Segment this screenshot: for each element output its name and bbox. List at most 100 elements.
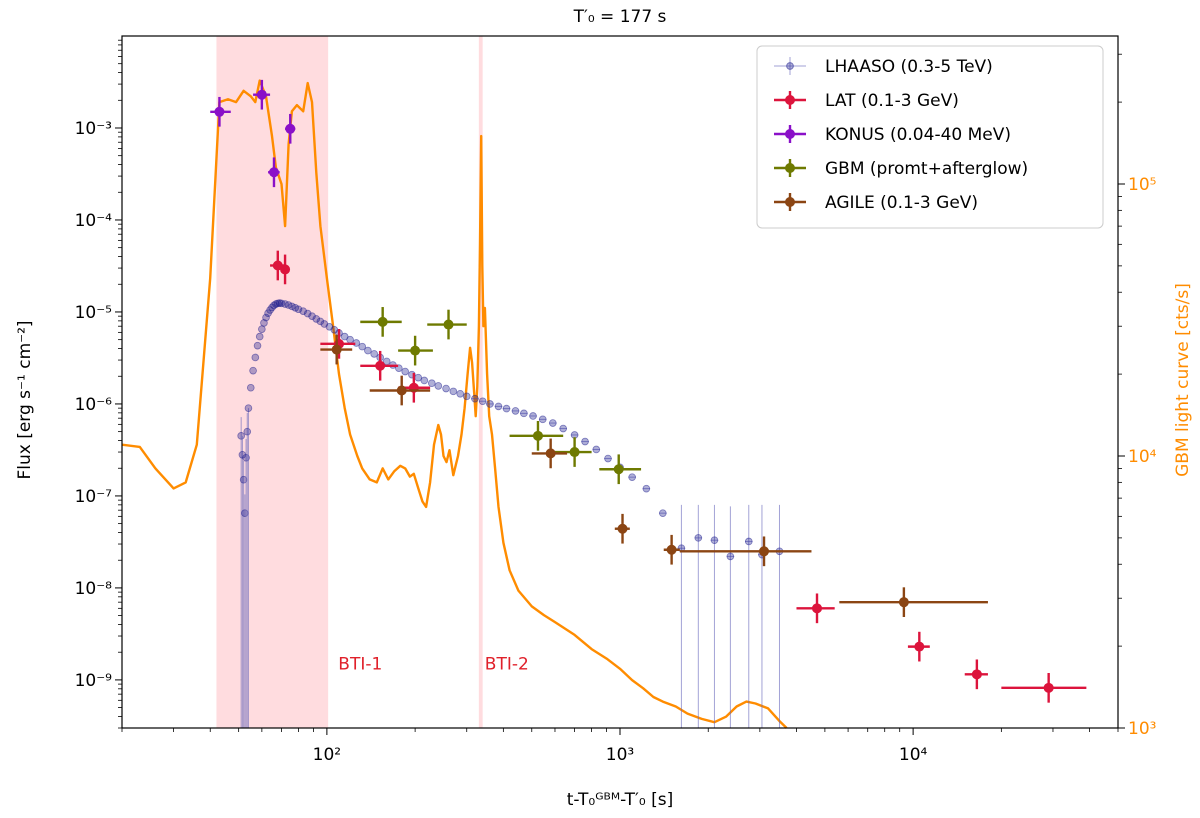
y-tick-label: 10⁻⁸: [75, 579, 113, 599]
chart-title: T′₀ = 177 s: [573, 7, 667, 27]
lhaaso-point: [494, 402, 503, 411]
lhaaso-point: [255, 332, 264, 341]
annotations: BTI-1 BTI-2: [338, 654, 528, 674]
lat-point: [812, 603, 823, 614]
konus-point: [256, 89, 267, 100]
lhaaso-point: [642, 484, 651, 493]
lhaaso-point: [659, 509, 667, 517]
lhaaso-point: [581, 437, 589, 446]
y-tick-label: 10⁻⁵: [75, 303, 112, 323]
lhaaso-point: [449, 387, 458, 396]
lhaaso-point: [511, 407, 520, 415]
y-tick-label: 10⁻⁴: [75, 211, 113, 231]
lhaaso-point: [364, 346, 372, 355]
lhaaso-point: [249, 366, 257, 375]
legend-gbm-marker: [785, 163, 795, 173]
lhaaso-point: [262, 313, 270, 322]
legend-lhaaso-marker: [786, 62, 794, 70]
legend-konus-label: KONUS (0.04-40 MeV): [825, 125, 1011, 145]
lhaaso-point: [456, 389, 465, 398]
lhaaso-point: [434, 382, 443, 390]
lhaaso-point: [246, 383, 255, 392]
lhaaso-point: [242, 453, 250, 462]
lhaaso-point: [308, 312, 316, 320]
legend-box: [756, 45, 1104, 229]
agile-point: [545, 448, 556, 459]
lhaaso-point: [346, 335, 354, 344]
lat-point: [1043, 682, 1054, 693]
agile-point: [666, 544, 677, 555]
lat-point: [971, 669, 982, 680]
y-axis-label: Flux [erg s⁻¹ cm⁻²]: [15, 320, 35, 479]
lhaaso-point: [312, 315, 321, 323]
agile-point: [617, 523, 628, 534]
lhaaso-point: [442, 384, 450, 393]
lhaaso-point: [538, 415, 547, 424]
gbm-point: [443, 319, 454, 330]
lhaaso-point: [694, 534, 703, 542]
lhaaso-point: [243, 427, 252, 436]
lhaaso-point: [462, 392, 471, 401]
lhaaso-point: [427, 379, 436, 388]
lhaaso-point: [726, 552, 735, 561]
agile-point: [396, 385, 407, 396]
x-tick-label: 10²: [313, 745, 341, 765]
y2-tick-label: 10⁴: [1128, 447, 1157, 467]
lhaaso-point: [486, 400, 494, 408]
shaded-regions: [216, 36, 483, 728]
konus-point: [285, 123, 296, 134]
lhaaso-point: [251, 353, 260, 362]
lat-point: [375, 360, 386, 371]
lhaaso-point: [303, 309, 312, 318]
y-tick-label: 10⁻⁷: [75, 487, 113, 507]
lat-point: [280, 264, 291, 275]
shaded-region-bti-2: [478, 36, 483, 728]
legend-gbm-label: GBM (promt+afterglow): [825, 159, 1028, 179]
lhaaso-point: [237, 432, 245, 440]
x-tick-label: 10³: [606, 745, 634, 765]
data-series: [210, 79, 1087, 703]
lhaaso-point: [744, 537, 753, 546]
axis-ticks: 10² 10³ 10⁴ 10⁻⁹ 10⁻⁸ 10⁻⁷ 10⁻⁶ 10⁻⁵ 10⁻⁴ 10⁻³ 10³…: [75, 39, 1157, 765]
lhaaso-point: [299, 307, 307, 315]
legend-agile-label: AGILE (0.1-3 GeV): [825, 193, 978, 213]
legend-lhaaso-label: LHAASO (0.3-5 TeV): [825, 57, 993, 77]
annotation-bti-1: BTI-1: [338, 654, 382, 674]
lhaaso-point: [478, 397, 487, 406]
konus-point: [214, 106, 225, 117]
y2-tick-label: 10⁵: [1128, 175, 1156, 195]
lhaaso-point: [294, 305, 303, 314]
lhaaso-series: [237, 299, 784, 728]
y-tick-label: 10⁻⁶: [75, 395, 113, 415]
legend-konus-marker: [785, 129, 795, 139]
legend: LHAASO (0.3-5 TeV) LAT (0.1-3 GeV) KONUS (…: [756, 45, 1104, 229]
gbm-point: [377, 316, 388, 327]
agile-point: [898, 597, 909, 608]
lhaaso-point: [710, 536, 719, 545]
lhaaso-point: [520, 409, 528, 418]
gbm-point: [532, 430, 543, 441]
lhaaso-point: [471, 394, 479, 403]
lhaaso-point: [316, 317, 325, 326]
gbm-point: [613, 464, 624, 475]
gbm-point: [569, 447, 580, 458]
legend-lat-marker: [785, 95, 795, 105]
lhaaso-point: [604, 454, 612, 463]
lhaaso-point: [358, 342, 367, 351]
agile-point: [759, 546, 770, 557]
lhaaso-point: [559, 424, 567, 433]
lhaaso-point: [502, 404, 511, 413]
legend-lat-label: LAT (0.1-3 GeV): [825, 91, 959, 111]
lat-point: [914, 641, 925, 652]
lhaaso-point: [592, 445, 601, 454]
x-axis-label: t-T₀ᴳᴮᴹ-T′₀ [s]: [567, 790, 673, 810]
lhaaso-point: [253, 341, 262, 350]
y2-axis-label: GBM light curve [cts/s]: [1173, 283, 1193, 477]
gbm-point: [410, 345, 421, 356]
legend-agile-marker: [785, 197, 795, 207]
lhaaso-point: [401, 367, 409, 376]
lhaaso-point: [529, 412, 537, 420]
lhaaso-point: [370, 350, 378, 358]
y2-tick-label: 10³: [1128, 719, 1156, 739]
